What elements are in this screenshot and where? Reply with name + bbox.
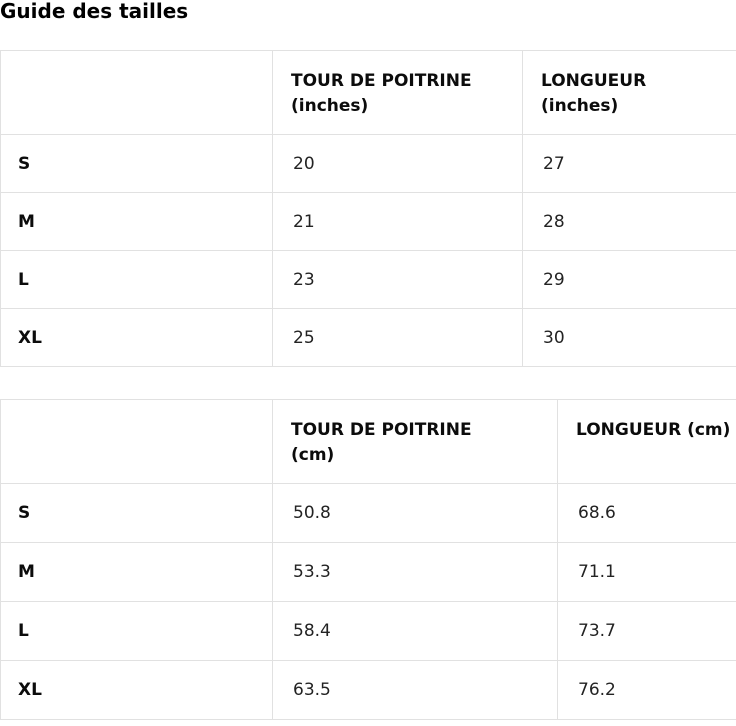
size-label: M xyxy=(0,192,273,251)
size-label: M xyxy=(0,542,273,602)
chest-value: 50.8 xyxy=(272,483,558,543)
length-value: 30 xyxy=(522,308,736,367)
table-row: L 23 29 xyxy=(0,250,736,309)
col-header-chest-cm: TOUR DE POITRINE (cm) xyxy=(272,399,558,484)
corner-cell xyxy=(0,399,273,484)
table-row: XL 25 30 xyxy=(0,308,736,367)
chest-value: 20 xyxy=(272,134,523,193)
size-label: L xyxy=(0,250,273,309)
col-header-chest-inches: TOUR DE POITRINE (inches) xyxy=(272,50,523,135)
table-row: M 21 28 xyxy=(0,192,736,251)
size-table-inches-wrap: TOUR DE POITRINE (inches) LONGUEUR (inches… xyxy=(0,50,736,367)
chest-value: 23 xyxy=(272,250,523,309)
table-row: XL 63.5 76.2 xyxy=(0,660,736,720)
corner-cell xyxy=(0,50,273,135)
length-value: 76.2 xyxy=(557,660,736,720)
length-value: 27 xyxy=(522,134,736,193)
length-value: 29 xyxy=(522,250,736,309)
size-label: S xyxy=(0,134,273,193)
length-value: 73.7 xyxy=(557,601,736,661)
size-label: XL xyxy=(0,660,273,720)
table-row: S 50.8 68.6 xyxy=(0,483,736,543)
size-label: S xyxy=(0,483,273,543)
header-row: TOUR DE POITRINE (cm) LONGUEUR (cm) xyxy=(0,399,736,484)
size-table-inches: TOUR DE POITRINE (inches) LONGUEUR (inches… xyxy=(0,50,736,367)
size-table-cm-wrap: TOUR DE POITRINE (cm) LONGUEUR (cm) S 50.… xyxy=(0,399,736,720)
chest-value: 25 xyxy=(272,308,523,367)
size-label: XL xyxy=(0,308,273,367)
chest-value: 21 xyxy=(272,192,523,251)
chest-value: 63.5 xyxy=(272,660,558,720)
length-value: 68.6 xyxy=(557,483,736,543)
table-row: L 58.4 73.7 xyxy=(0,601,736,661)
table-row: M 53.3 71.1 xyxy=(0,542,736,602)
col-header-length-inches: LONGUEUR (inches) xyxy=(522,50,736,135)
length-value: 71.1 xyxy=(557,542,736,602)
chest-value: 58.4 xyxy=(272,601,558,661)
chest-value: 53.3 xyxy=(272,542,558,602)
page-title: Guide des tailles xyxy=(0,0,189,23)
col-header-length-cm: LONGUEUR (cm) xyxy=(557,399,736,484)
length-value: 28 xyxy=(522,192,736,251)
table-row: S 20 27 xyxy=(0,134,736,193)
header-row: TOUR DE POITRINE (inches) LONGUEUR (inches… xyxy=(0,50,736,135)
size-label: L xyxy=(0,601,273,661)
size-table-cm: TOUR DE POITRINE (cm) LONGUEUR (cm) S 50.… xyxy=(0,399,736,720)
